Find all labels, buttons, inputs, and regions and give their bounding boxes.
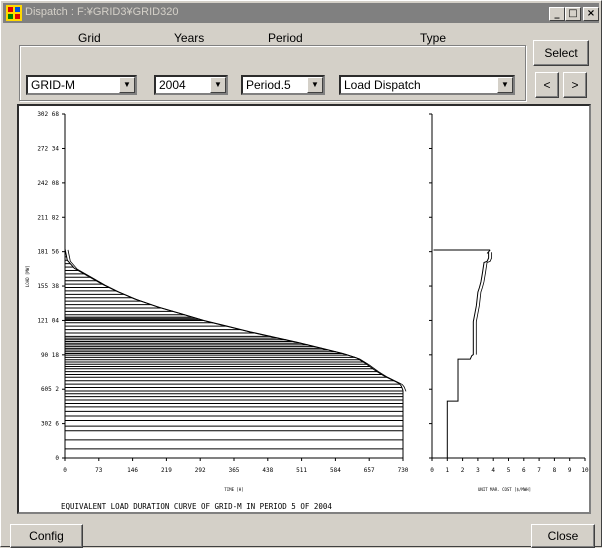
x-tick-label: 657 — [364, 467, 375, 474]
cost-x-tick-label: 10 — [581, 467, 589, 474]
y-tick-label: 90 18 — [41, 352, 59, 359]
y-tick-label: 302 6 — [41, 421, 59, 428]
y-tick-label: 121 04 — [37, 317, 59, 324]
years-label: Years — [174, 31, 205, 45]
x-tick-label: 438 — [262, 467, 273, 474]
prev-button[interactable]: < — [535, 72, 559, 98]
cost-x-tick-label: 1 — [445, 467, 449, 474]
close-window-button[interactable]: × — [583, 7, 599, 21]
marginal-cost-step-curve — [446, 252, 490, 458]
x-tick-label: 511 — [296, 467, 307, 474]
app-icon — [6, 5, 22, 21]
cost-x-tick-label: 7 — [537, 467, 541, 474]
minimize-button[interactable]: _ — [549, 7, 565, 21]
cost-x-tick-label: 9 — [568, 467, 572, 474]
select-button[interactable]: Select — [533, 40, 589, 66]
type-select-value: Load Dispatch — [344, 78, 421, 92]
cost-x-tick-label: 4 — [491, 467, 495, 474]
chevron-down-icon[interactable]: ▼ — [307, 77, 323, 93]
period-label: Period — [268, 31, 303, 45]
x-tick-label: 365 — [229, 467, 240, 474]
cost-x-tick-label: 6 — [522, 467, 526, 474]
chevron-down-icon[interactable]: ▼ — [210, 77, 226, 93]
chevron-down-icon[interactable]: ▼ — [119, 77, 135, 93]
cost-x-tick-label: 2 — [461, 467, 465, 474]
marginal-cost-curve-outline — [475, 252, 493, 355]
type-select[interactable]: Load Dispatch ▼ — [339, 75, 515, 95]
cost-x-tick-label: 5 — [507, 467, 511, 474]
x-tick-label: 730 — [398, 467, 409, 474]
y-tick-label: 242 08 — [37, 180, 59, 187]
window-title: Dispatch : F:¥GRID3¥GRID320 — [25, 6, 179, 18]
y-tick-label: 605 2 — [41, 386, 59, 393]
x-tick-label: 73 — [95, 467, 103, 474]
chart-panel: 0 302 6 605 2 90 18 121 04 155 38 181 56 211 82… — [17, 104, 591, 514]
grid-label: Grid — [78, 31, 101, 45]
grid-select[interactable]: GRID-M ▼ — [26, 75, 137, 95]
years-select[interactable]: 2004 ▼ — [154, 75, 228, 95]
years-select-value: 2004 — [159, 78, 186, 92]
y-tick-label: 302 68 — [37, 111, 59, 118]
filter-groupbox — [19, 45, 526, 101]
x-tick-label: 0 — [63, 467, 67, 474]
close-button[interactable]: Close — [531, 524, 595, 548]
next-button[interactable]: > — [563, 72, 587, 98]
title-bar[interactable]: Dispatch : F:¥GRID3¥GRID320 _ □ × — [3, 3, 599, 23]
y-tick-label: 272 34 — [37, 145, 59, 152]
x-tick-label: 219 — [161, 467, 172, 474]
y-tick-label: 0 — [55, 455, 59, 462]
cost-x-axis-title: UNIT MAR. COST [$/MWH] — [478, 487, 531, 492]
grid-select-value: GRID-M — [31, 78, 75, 92]
x-tick-label: 146 — [127, 467, 138, 474]
maximize-button[interactable]: □ — [565, 7, 581, 21]
y-tick-label: 181 56 — [37, 249, 59, 256]
x-axis-title: TIME [H] — [224, 487, 243, 492]
period-select-value: Period.5 — [246, 78, 291, 92]
load-duration-curve-outline — [67, 249, 407, 392]
peak-load-hook — [486, 249, 491, 254]
cost-x-tick-label: 3 — [476, 467, 480, 474]
cost-x-tick-label: 0 — [430, 467, 434, 474]
y-axis-title: LOAD [MW] — [25, 265, 30, 287]
y-tick-label: 211 82 — [37, 214, 59, 221]
cost-x-tick-label: 8 — [553, 467, 557, 474]
y-tick-label: 155 38 — [37, 283, 59, 290]
x-tick-label: 584 — [330, 467, 341, 474]
type-label: Type — [420, 31, 447, 45]
config-button[interactable]: Config — [10, 524, 83, 548]
x-tick-label: 292 — [195, 467, 206, 474]
period-select[interactable]: Period.5 ▼ — [241, 75, 325, 95]
chart-title: EQUIVALENT LOAD DURATION CURVE OF GRID-M… — [61, 502, 332, 511]
chevron-down-icon[interactable]: ▼ — [497, 77, 513, 93]
